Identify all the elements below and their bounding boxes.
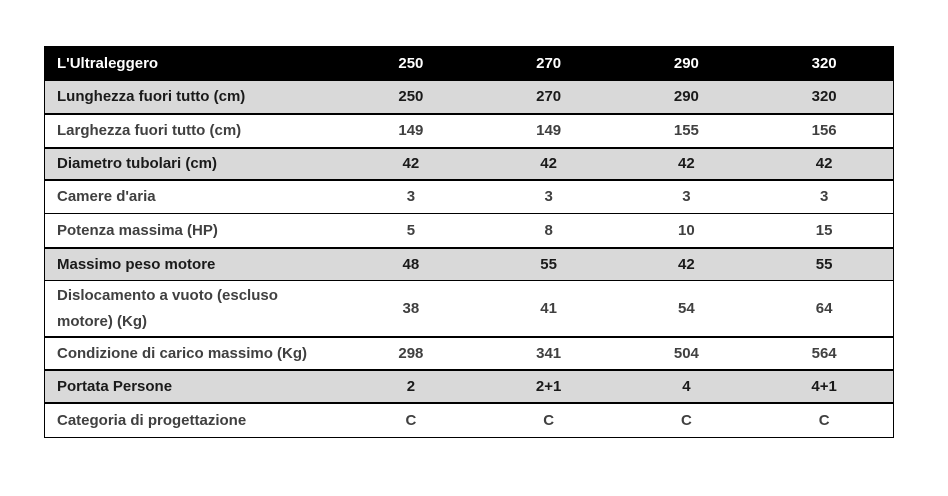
cell-value: 320 [811,88,837,105]
cell-value: 38 [402,299,420,317]
cell-value: 55 [540,255,557,273]
cell-value: 54 [678,299,695,317]
cell-value: 149 [398,122,424,139]
cell-value: 8 [544,221,553,239]
cell-value: 4+1 [811,377,837,395]
table-row-diametro: Diametro tubolari (cm) 42 42 42 42 [45,147,893,179]
cell-value: 4 [682,377,691,395]
column-header-290: 290 [673,55,699,72]
row-label: Lunghezza fuori tutto (cm) [57,88,246,105]
cell-value: 2+1 [535,377,562,395]
table-row-camere: Camere d'aria 3 3 3 3 [45,179,893,213]
cell-value: C [543,411,555,429]
cell-value: 42 [815,155,833,172]
row-label: Dislocamento a vuoto (escluso motore) (K… [57,286,278,330]
cell-value: C [818,411,830,429]
column-header-250: 250 [398,55,424,72]
cell-value: 149 [536,122,562,139]
table-title: L'Ultraleggero [57,55,159,72]
cell-value: C [405,411,417,429]
cell-value: 155 [673,122,699,139]
cell-value: 3 [406,188,416,205]
row-label: Condizione di carico massimo (Kg) [57,344,308,362]
cell-value: 42 [402,155,420,172]
row-label: Larghezza fuori tutto (cm) [57,122,242,139]
table-row-portata: Portata Persone 2 2+1 4 4+1 [45,369,893,402]
cell-value: 55 [815,255,833,273]
cell-value: 298 [398,344,424,362]
row-label: Potenza massima (HP) [57,221,218,239]
cell-value: 42 [678,155,695,172]
table-row-peso-motore: Massimo peso motore 48 55 42 55 [45,247,893,280]
cell-value: 341 [536,344,562,362]
row-label: Portata Persone [57,377,173,395]
cell-value: 3 [682,188,691,205]
row-label: Categoria di progettazione [57,411,247,429]
cell-value: C [680,411,692,429]
cell-value: 564 [811,344,837,362]
table-header-row: L'Ultraleggero 250 270 290 320 [45,47,893,81]
cell-value: 250 [398,88,424,105]
cell-value: 15 [815,221,833,239]
cell-value: 41 [540,299,557,317]
row-label: Camere d'aria [57,188,156,205]
cell-value: 5 [406,221,416,239]
table-row-lunghezza: Lunghezza fuori tutto (cm) 250 270 290 3… [45,81,893,113]
cell-value: 64 [815,299,833,317]
cell-value: 42 [540,155,557,172]
specifications-table: L'Ultraleggero 250 270 290 320 Lunghezza… [44,46,894,438]
cell-value: 270 [536,88,562,105]
cell-value: 156 [811,122,837,139]
cell-value: 3 [544,188,553,205]
cell-value: 290 [673,88,699,105]
table-row-larghezza: Larghezza fuori tutto (cm) 149 149 155 1… [45,113,893,147]
cell-value: 42 [678,255,695,273]
table-row-potenza: Potenza massima (HP) 5 8 10 15 [45,213,893,247]
cell-value: 10 [678,221,695,239]
cell-value: 504 [673,344,699,362]
cell-value: 48 [402,255,420,273]
column-header-320: 320 [811,55,837,72]
row-label: Diametro tubolari (cm) [57,155,218,172]
cell-value: 2 [406,377,416,395]
row-label: Massimo peso motore [57,255,216,273]
table-row-carico-massimo: Condizione di carico massimo (Kg) 298 34… [45,336,893,369]
column-header-270: 270 [536,55,562,72]
table-row-dislocamento: Dislocamento a vuoto (escluso motore) (K… [45,280,893,336]
table-row-categoria: Categoria di progettazione C C C C [45,402,893,437]
cell-value: 3 [819,188,829,205]
